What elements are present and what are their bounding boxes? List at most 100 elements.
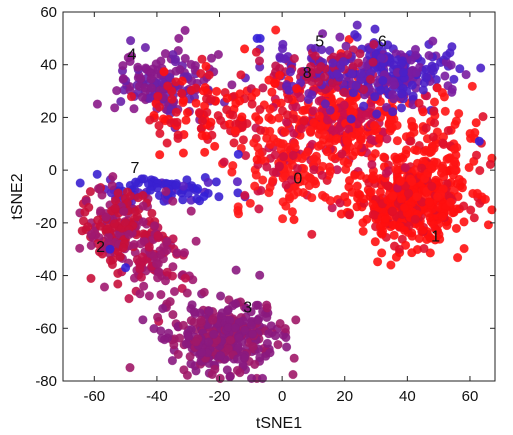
data-point: [318, 161, 328, 171]
data-point: [191, 366, 201, 376]
data-point: [247, 329, 257, 339]
data-point: [391, 252, 402, 262]
data-point: [229, 138, 239, 148]
data-point: [487, 205, 497, 215]
data-point: [222, 105, 232, 115]
data-point: [332, 134, 342, 144]
x-tick-label: -60: [83, 388, 105, 405]
data-point: [296, 67, 307, 77]
data-point: [389, 230, 399, 240]
data-point: [173, 349, 183, 360]
data-point: [485, 159, 496, 169]
data-point: [273, 340, 283, 350]
data-point: [417, 163, 427, 173]
data-point: [281, 332, 291, 343]
data-point: [310, 51, 320, 61]
data-point: [144, 242, 154, 252]
data-point: [113, 279, 123, 289]
data-point: [449, 74, 459, 84]
data-point: [289, 138, 300, 148]
data-point: [197, 54, 207, 64]
data-point: [211, 177, 221, 187]
data-point: [459, 217, 469, 227]
data-point: [289, 53, 300, 64]
data-point: [275, 70, 285, 80]
data-point: [186, 206, 196, 216]
cluster-labels: 0 1 2 3 4 5 6 7 8: [96, 33, 440, 316]
data-point: [212, 86, 222, 96]
data-point: [399, 225, 410, 235]
data-point: [84, 202, 94, 212]
x-tick-label: 20: [336, 388, 353, 405]
data-point: [278, 139, 288, 149]
data-point: [483, 220, 494, 230]
data-point: [191, 337, 201, 347]
data-point: [266, 321, 276, 331]
data-point: [358, 226, 368, 236]
cluster-label-3: 3: [243, 299, 252, 316]
data-point: [411, 68, 421, 78]
data-point: [308, 106, 318, 116]
data-point: [475, 165, 485, 176]
data-point: [289, 353, 299, 363]
data-point: [92, 99, 102, 109]
data-point: [350, 29, 360, 40]
data-point: [454, 174, 464, 184]
data-point: [440, 106, 450, 116]
data-point: [400, 163, 410, 173]
y-tick-label: -80: [35, 373, 57, 390]
data-point: [451, 223, 462, 233]
data-point: [286, 175, 297, 185]
data-point: [196, 315, 206, 325]
data-point: [232, 365, 242, 376]
data-point: [314, 77, 324, 87]
data-point: [285, 67, 296, 77]
data-point: [155, 128, 165, 139]
data-point: [203, 177, 213, 187]
data-point: [222, 365, 232, 375]
data-point: [102, 224, 112, 234]
x-tick-label: -20: [209, 388, 231, 405]
data-point: [359, 84, 369, 95]
data-point: [171, 107, 181, 117]
data-point: [429, 106, 439, 116]
data-point: [415, 221, 425, 231]
data-point: [407, 176, 417, 187]
data-point: [185, 351, 195, 362]
data-point: [86, 273, 96, 284]
data-point: [219, 157, 229, 167]
data-point: [449, 144, 460, 154]
data-point: [193, 184, 203, 194]
data-point: [167, 94, 177, 104]
data-point: [147, 208, 157, 218]
data-point: [352, 20, 362, 30]
data-point: [162, 267, 172, 277]
data-point: [93, 184, 104, 194]
data-point: [139, 281, 149, 291]
data-point: [332, 69, 342, 79]
data-point: [238, 135, 248, 145]
data-point: [204, 70, 214, 80]
data-point: [235, 96, 245, 106]
data-point: [86, 240, 96, 251]
data-point: [188, 275, 198, 285]
data-point: [168, 262, 178, 272]
data-point: [171, 77, 181, 87]
data-point: [375, 187, 386, 197]
data-point: [130, 206, 140, 216]
data-point: [372, 109, 382, 119]
data-point: [137, 92, 147, 102]
data-point: [376, 85, 386, 95]
data-point: [398, 153, 408, 164]
data-point: [231, 265, 241, 275]
y-axis-label: tSNE2: [9, 173, 26, 219]
data-point: [412, 192, 422, 202]
data-point: [419, 78, 429, 88]
data-point: [369, 120, 380, 131]
data-point: [447, 42, 457, 52]
data-point: [230, 126, 240, 136]
data-point: [457, 183, 468, 193]
data-point: [228, 301, 238, 311]
data-point: [262, 162, 272, 172]
data-point: [324, 138, 334, 148]
